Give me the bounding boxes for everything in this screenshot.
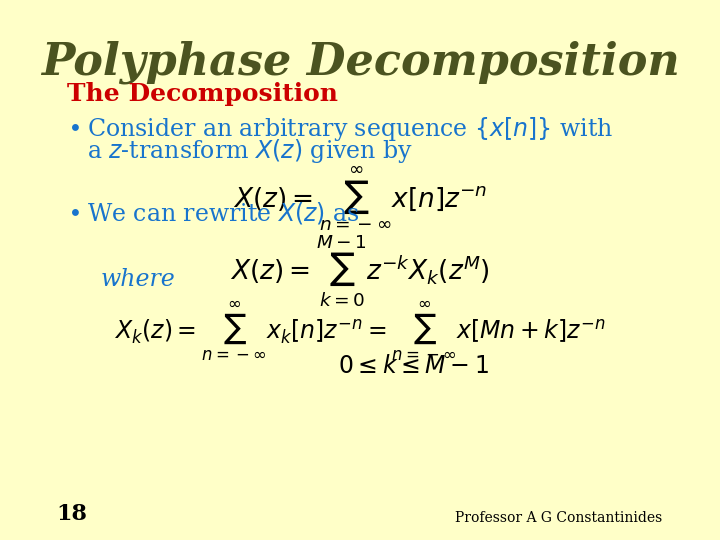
Text: We can rewrite $X(z)$ as: We can rewrite $X(z)$ as	[86, 200, 359, 226]
Text: $\bullet$: $\bullet$	[67, 200, 80, 223]
Text: $X(z) = \sum_{n=-\infty}^{\infty} x[n] z^{-n}$: $X(z) = \sum_{n=-\infty}^{\infty} x[n] z…	[233, 165, 487, 233]
Text: $\bullet$: $\bullet$	[67, 115, 80, 138]
Text: $0 \leq k \leq M - 1$: $0 \leq k \leq M - 1$	[338, 355, 489, 378]
Text: $X_k(z) = \sum_{n=-\infty}^{\infty} x_k[n] z^{-n} = \sum_{n=-\infty}^{\infty} x[: $X_k(z) = \sum_{n=-\infty}^{\infty} x_k[…	[114, 300, 606, 363]
Text: where: where	[101, 268, 176, 291]
Text: 18: 18	[56, 503, 87, 525]
Text: $X(z) = \sum_{k=0}^{M-1} z^{-k} X_k(z^M)$: $X(z) = \sum_{k=0}^{M-1} z^{-k} X_k(z^M)…	[230, 232, 490, 309]
Text: Professor A G Constantinides: Professor A G Constantinides	[454, 511, 662, 525]
Text: Polyphase Decomposition: Polyphase Decomposition	[40, 40, 680, 84]
Text: The Decomposition: The Decomposition	[67, 82, 338, 106]
Text: a $z$-transform $X(z)$ given by: a $z$-transform $X(z)$ given by	[86, 137, 413, 165]
Text: Consider an arbitrary sequence $\{x[n]\}$ with: Consider an arbitrary sequence $\{x[n]\}…	[86, 115, 613, 143]
